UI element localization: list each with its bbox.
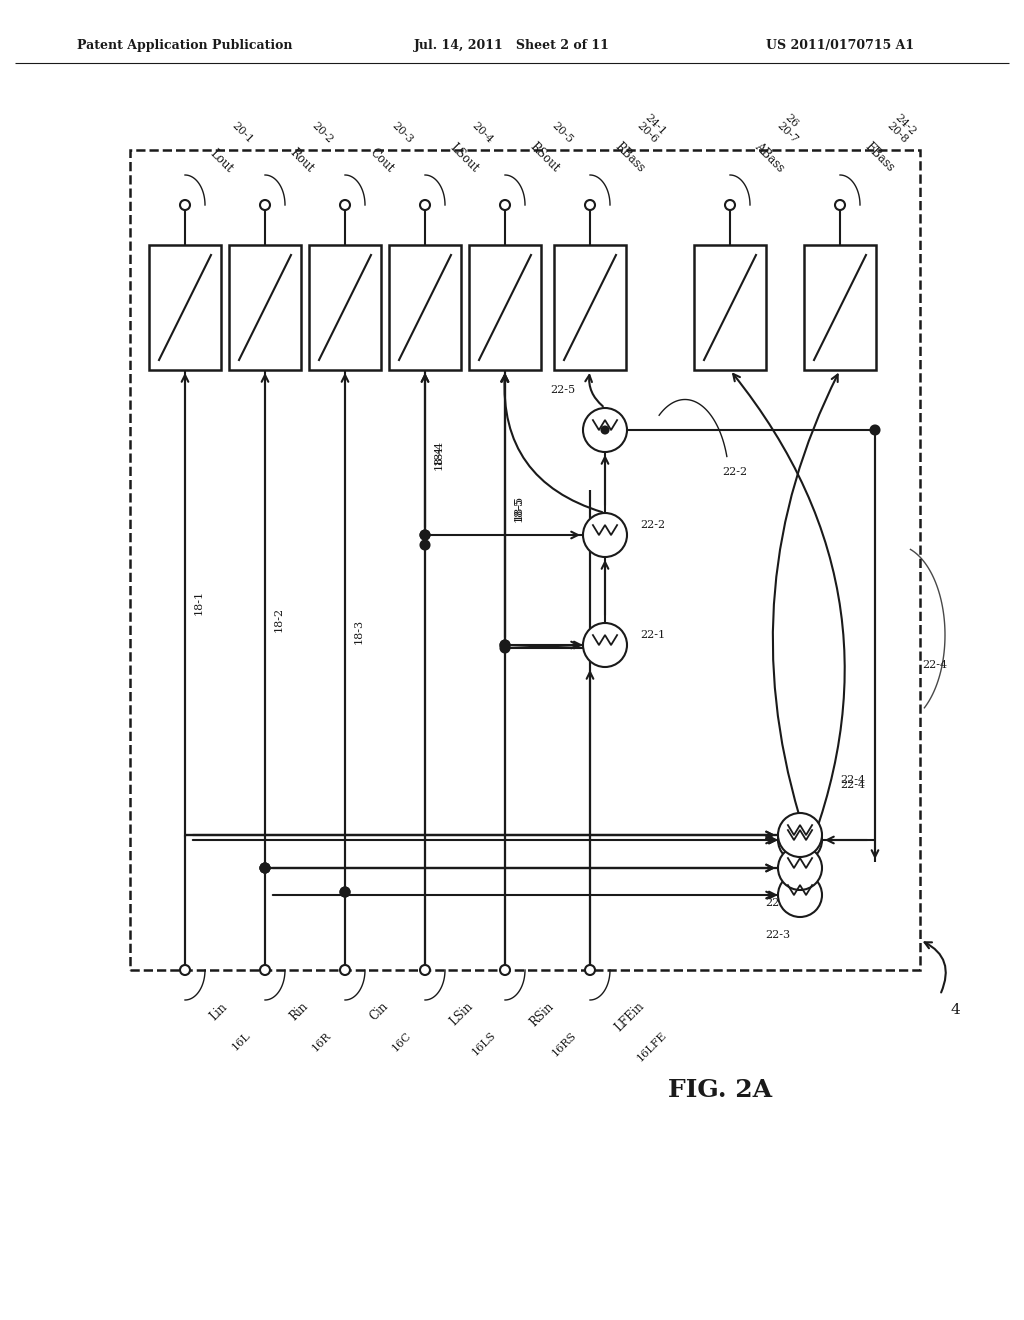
Bar <box>389 246 461 370</box>
Text: 22-2: 22-2 <box>723 467 748 477</box>
Text: 16LS: 16LS <box>470 1030 498 1057</box>
Circle shape <box>583 408 627 451</box>
Circle shape <box>260 863 269 873</box>
Circle shape <box>421 531 429 540</box>
Text: LFEin: LFEin <box>612 1001 646 1035</box>
Text: FIG. 2A: FIG. 2A <box>668 1078 772 1102</box>
Bar <box>554 246 626 370</box>
Text: LSout: LSout <box>447 141 481 176</box>
Text: 22-3: 22-3 <box>765 898 791 908</box>
Text: Cin: Cin <box>367 1001 390 1023</box>
Circle shape <box>340 201 350 210</box>
Text: RSin: RSin <box>527 1001 556 1030</box>
Text: Cout: Cout <box>367 145 396 176</box>
Text: 22-5: 22-5 <box>550 385 575 395</box>
Text: 18-4: 18-4 <box>434 440 444 465</box>
Text: 20-4: 20-4 <box>470 120 495 145</box>
Circle shape <box>835 201 845 210</box>
Text: Rin: Rin <box>287 1001 310 1023</box>
Bar <box>130 150 920 970</box>
Bar <box>469 246 541 370</box>
Text: 22-2: 22-2 <box>640 520 666 531</box>
Text: 24-2
20-8: 24-2 20-8 <box>885 112 919 145</box>
Text: RBass: RBass <box>612 140 647 176</box>
Text: ABass: ABass <box>752 140 786 176</box>
Circle shape <box>421 531 429 540</box>
Text: 22-4: 22-4 <box>840 775 865 785</box>
Circle shape <box>340 965 350 975</box>
Text: Rout: Rout <box>287 147 316 176</box>
Circle shape <box>500 201 510 210</box>
Text: 26
20-7: 26 20-7 <box>775 112 808 145</box>
Text: 18-4: 18-4 <box>434 445 444 470</box>
Circle shape <box>501 644 510 652</box>
Text: RSout: RSout <box>527 140 562 176</box>
Circle shape <box>778 813 822 857</box>
Text: 22-4: 22-4 <box>840 780 865 789</box>
Circle shape <box>501 640 510 649</box>
Circle shape <box>778 846 822 890</box>
Circle shape <box>260 863 269 873</box>
Text: 16C: 16C <box>390 1030 413 1053</box>
Text: 18-1: 18-1 <box>194 590 204 615</box>
Text: 16LFE: 16LFE <box>635 1030 669 1064</box>
Text: LSin: LSin <box>447 1001 475 1028</box>
Text: 18-3: 18-3 <box>354 619 364 644</box>
Circle shape <box>180 965 190 975</box>
Circle shape <box>260 863 269 873</box>
Circle shape <box>421 540 429 549</box>
Text: 4: 4 <box>950 1003 959 1016</box>
Circle shape <box>725 201 735 210</box>
Text: Patent Application Publication: Patent Application Publication <box>77 38 293 51</box>
Text: 24-1
20-6: 24-1 20-6 <box>635 112 668 145</box>
Circle shape <box>341 887 349 896</box>
Text: 20-2: 20-2 <box>310 120 335 145</box>
Circle shape <box>500 965 510 975</box>
Circle shape <box>420 201 430 210</box>
Text: Jul. 14, 2011   Sheet 2 of 11: Jul. 14, 2011 Sheet 2 of 11 <box>414 38 610 51</box>
Bar <box>309 246 381 370</box>
Circle shape <box>585 965 595 975</box>
Bar <box>694 246 766 370</box>
Text: 22-3: 22-3 <box>765 931 791 940</box>
Bar <box>229 246 301 370</box>
Text: FBass: FBass <box>862 140 897 176</box>
Circle shape <box>180 201 190 210</box>
Text: Lin: Lin <box>207 1001 229 1023</box>
Bar <box>150 246 221 370</box>
Text: 20-1: 20-1 <box>230 120 255 145</box>
Text: 16RS: 16RS <box>550 1030 579 1059</box>
Circle shape <box>870 425 880 434</box>
Text: 20-5: 20-5 <box>550 120 574 145</box>
Circle shape <box>778 873 822 917</box>
Text: 18-5: 18-5 <box>514 496 524 521</box>
Text: US 2011/0170715 A1: US 2011/0170715 A1 <box>766 38 914 51</box>
Circle shape <box>501 640 510 649</box>
Bar <box>804 246 876 370</box>
Circle shape <box>601 426 608 433</box>
Circle shape <box>583 513 627 557</box>
Circle shape <box>260 965 270 975</box>
Text: 16R: 16R <box>310 1030 333 1053</box>
Circle shape <box>585 201 595 210</box>
Text: 20-3: 20-3 <box>390 120 415 145</box>
Text: 18-2: 18-2 <box>274 606 284 631</box>
Circle shape <box>583 623 627 667</box>
Circle shape <box>778 818 822 862</box>
Text: 18-5: 18-5 <box>514 495 524 520</box>
Circle shape <box>420 965 430 975</box>
Text: 22-1: 22-1 <box>640 630 666 640</box>
Circle shape <box>260 201 270 210</box>
Circle shape <box>341 887 349 896</box>
Text: 22-4: 22-4 <box>923 660 947 671</box>
Text: 16L: 16L <box>230 1030 252 1052</box>
Text: Lout: Lout <box>207 147 236 176</box>
